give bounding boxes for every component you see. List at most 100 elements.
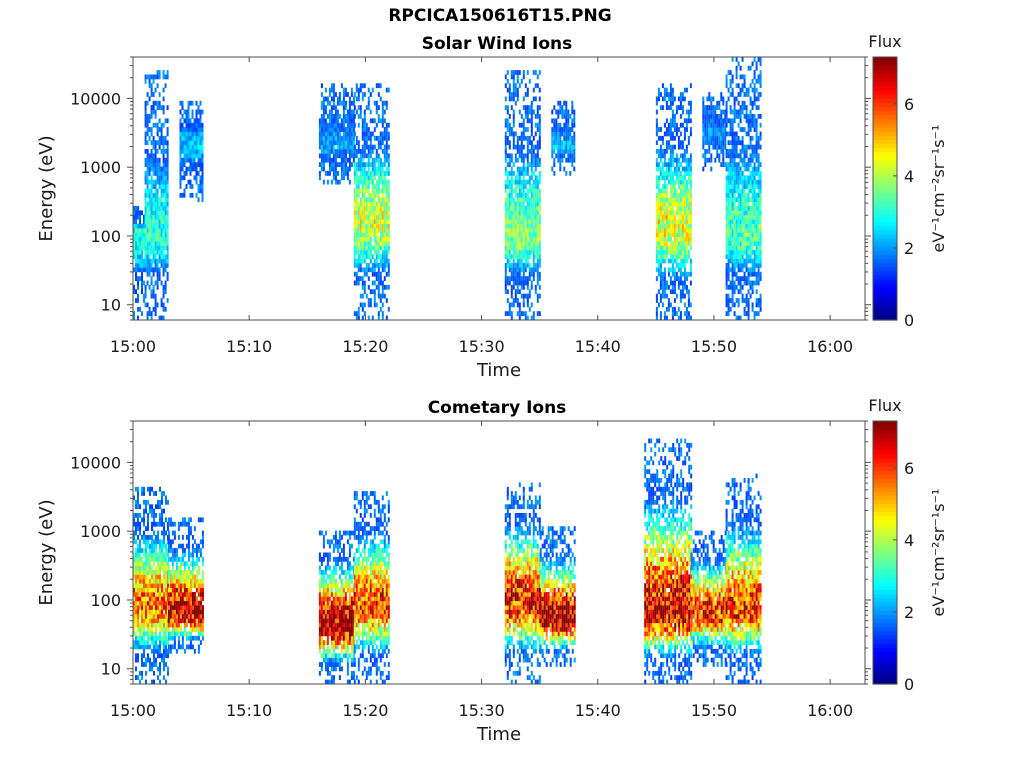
heatmap-cell: [158, 140, 161, 146]
heatmap-cell: [506, 280, 509, 286]
heatmap-cell: [361, 236, 364, 242]
heatmap-cell: [153, 613, 155, 619]
heatmap-cell: [516, 311, 519, 316]
heatmap-cell: [655, 267, 658, 273]
heatmap-cell: [526, 302, 529, 308]
heatmap-cell: [135, 583, 137, 588]
heatmap-cell: [143, 565, 145, 571]
heatmap-cell: [681, 201, 684, 207]
heatmap-cell: [749, 122, 752, 128]
colorbar-unit-label: eV⁻¹cm⁻²sr⁻¹s⁻¹: [929, 125, 948, 253]
heatmap-cell: [169, 609, 172, 615]
heatmap-cell: [745, 223, 748, 229]
heatmap-cell: [681, 153, 684, 159]
heatmap-cell: [727, 140, 730, 146]
heatmap-cell: [538, 311, 541, 316]
heatmap-cell: [191, 192, 194, 198]
heatmap-cell: [381, 201, 384, 207]
heatmap-cell: [332, 118, 335, 124]
heatmap-cell: [133, 284, 135, 290]
heatmap-cell: [532, 171, 535, 176]
heatmap-cell: [725, 162, 728, 167]
heatmap-cell: [135, 596, 137, 602]
heatmap-cell: [135, 565, 137, 571]
heatmap-cell: [139, 613, 141, 619]
heatmap-cell: [332, 131, 335, 137]
heatmap-cell: [146, 184, 149, 189]
heatmap-cell: [150, 149, 153, 154]
heatmap-cell: [369, 175, 372, 181]
heatmap-cell: [526, 232, 529, 238]
heatmap-cell: [154, 153, 157, 159]
heatmap-cell: [753, 83, 756, 89]
heatmap-cell: [148, 162, 151, 167]
heatmap-cell: [160, 219, 163, 224]
heatmap-cell: [512, 118, 515, 124]
heatmap-cell: [685, 241, 688, 246]
heatmap-cell: [659, 223, 662, 229]
heatmap-cell: [757, 105, 760, 110]
heatmap-cell: [158, 179, 161, 185]
heatmap-cell: [514, 144, 517, 150]
heatmap-cell: [152, 179, 155, 185]
heatmap-cell: [755, 78, 758, 84]
heatmap-cell: [716, 118, 719, 124]
heatmap-cell: [133, 535, 135, 540]
heatmap-cell: [689, 267, 692, 273]
heatmap-cell: [195, 118, 198, 124]
heatmap-cell: [747, 131, 750, 137]
heatmap-cell: [510, 223, 513, 229]
heatmap-cell: [348, 153, 351, 159]
heatmap-cell: [385, 157, 388, 163]
heatmap-cell: [757, 245, 760, 251]
heatmap-cell: [751, 227, 754, 233]
heatmap-cell: [661, 227, 664, 233]
heatmap-cell: [318, 162, 321, 167]
heatmap-cell: [145, 670, 147, 676]
heatmap-cell: [669, 254, 672, 260]
heatmap-cell: [361, 135, 364, 141]
heatmap-cell: [749, 96, 752, 102]
heatmap-cell: [363, 284, 366, 290]
heatmap-cell: [747, 179, 750, 185]
heatmap-cell: [731, 263, 734, 268]
heatmap-cell: [141, 263, 143, 268]
heatmap-cell: [526, 210, 529, 216]
heatmap-cell: [383, 241, 386, 246]
heatmap-cell: [522, 210, 525, 216]
heatmap-cell: [522, 122, 525, 128]
heatmap-cell: [342, 162, 345, 167]
heatmap-cell: [164, 140, 167, 146]
heatmap-cell: [171, 600, 174, 606]
heatmap-cell: [510, 236, 513, 242]
heatmap-cell: [141, 271, 143, 277]
heatmap-cell: [379, 223, 382, 229]
heatmap-cell: [344, 144, 347, 150]
heatmap-cell: [687, 219, 690, 224]
heatmap-cell: [512, 280, 515, 286]
heatmap-cell: [518, 315, 521, 321]
heatmap-cell: [141, 570, 143, 575]
heatmap-cell: [739, 65, 742, 71]
heatmap-cell: [367, 298, 370, 303]
heatmap-cell: [747, 114, 750, 119]
heatmap-cell: [718, 118, 721, 124]
heatmap-cell: [655, 311, 658, 316]
heatmap-cell: [199, 149, 202, 154]
heatmap-cell: [137, 609, 139, 615]
heatmap-cell: [332, 96, 335, 102]
heatmap-cell: [365, 153, 368, 159]
heatmap-cell: [687, 201, 690, 207]
heatmap-cell: [135, 289, 137, 295]
heatmap-cell: [185, 118, 188, 124]
heatmap-cell: [137, 517, 139, 523]
heatmap-cell: [508, 206, 511, 211]
heatmap-cell: [681, 236, 684, 242]
heatmap-cell: [749, 210, 752, 216]
heatmap-cell: [148, 311, 151, 316]
heatmap-cell: [685, 197, 688, 203]
heatmap-cell: [377, 267, 380, 273]
heatmap-cell: [532, 254, 535, 260]
heatmap-cell: [143, 548, 145, 553]
colorbar-step: [873, 283, 897, 288]
